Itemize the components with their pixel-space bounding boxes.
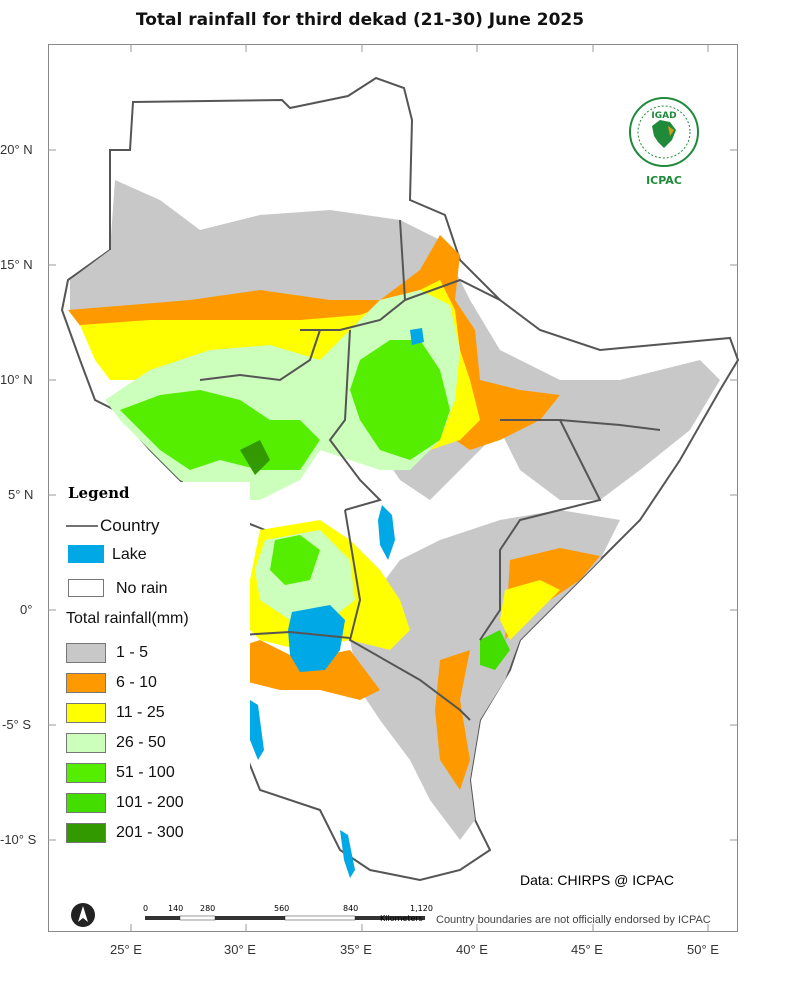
lat-label-20n: 20° N: [0, 142, 33, 157]
legend-country-label: Country: [100, 516, 160, 535]
legend-class-label-7: 201 - 300: [116, 824, 184, 841]
north-arrow-icon: [71, 903, 95, 927]
legend-panel: Legend Country Lake No rain Total rainfa…: [60, 482, 250, 852]
igad-logo-icon: IGAD ICPAC: [629, 97, 699, 187]
legend-class-label-1: 1 - 5: [116, 644, 149, 661]
lon-label-35e: 35° E: [340, 942, 372, 957]
legend-swatch-2: [66, 673, 106, 693]
scale-bar: 0 140 280 560 840 1,120 Kilometers: [140, 904, 440, 934]
legend-swatch-4: [66, 733, 106, 753]
igad-icpac-logo: IGAD ICPAC: [626, 96, 702, 188]
lat-label-5s: -5° S: [2, 717, 32, 732]
scale-bar-graphic: [145, 915, 425, 921]
legend-norain-swatch: [68, 579, 104, 597]
map-title: Total rainfall for third dekad (21-30) J…: [135, 10, 585, 30]
legend-lake-swatch: [68, 545, 104, 563]
lat-label-10n: 10° N: [0, 372, 33, 387]
lon-label-45e: 45° E: [571, 942, 603, 957]
legend-swatch-1: [66, 643, 106, 663]
country-line-icon: [66, 525, 98, 527]
scale-tick-840: 840: [343, 904, 359, 913]
legend-swatch-7: [66, 823, 106, 843]
legend-class-label-3: 11 - 25: [116, 704, 165, 721]
data-credit: Data: CHIRPS @ ICPAC: [520, 872, 674, 888]
scale-tick-140: 140: [168, 904, 184, 913]
lat-label-10s: -10° S: [0, 832, 37, 847]
legend-class-label-4: 26 - 50: [116, 734, 166, 751]
legend-swatch-6: [66, 793, 106, 813]
lon-label-50e: 50° E: [687, 942, 719, 957]
legend-rain-title: Total rainfall(mm): [66, 610, 189, 627]
scale-tick-0: 0: [143, 904, 149, 913]
lon-label-25e: 25° E: [110, 942, 142, 957]
scale-tick-560: 560: [274, 904, 290, 913]
scale-tick-280: 280: [200, 904, 216, 913]
legend-class-label-5: 51 - 100: [116, 764, 175, 781]
lon-label-30e: 30° E: [224, 942, 256, 957]
lat-label-15n: 15° N: [0, 257, 33, 272]
legend-lake-label: Lake: [112, 546, 147, 563]
legend-class-label-6: 101 - 200: [116, 794, 184, 811]
lat-label-5n: 5° N: [8, 487, 34, 502]
legend-class-label-2: 6 - 10: [116, 674, 157, 691]
legend-title: Legend: [68, 484, 130, 502]
logo-icpac-text: ICPAC: [646, 174, 682, 187]
lon-label-40e: 40° E: [456, 942, 488, 957]
boundary-disclaimer: Country boundaries are not officially en…: [436, 914, 711, 926]
legend-norain-label: No rain: [116, 580, 168, 597]
map-frame: [48, 44, 738, 932]
logo-igad-text: IGAD: [651, 111, 676, 121]
legend-swatch-5: [66, 763, 106, 783]
scale-unit: Kilometers: [380, 914, 423, 923]
lat-label-0: 0°: [20, 602, 33, 617]
legend-swatch-3: [66, 703, 106, 723]
scale-tick-1120: 1,120: [410, 904, 433, 913]
